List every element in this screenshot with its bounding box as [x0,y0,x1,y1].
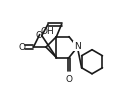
Text: O: O [66,75,72,84]
Text: N: N [74,42,81,51]
Text: O: O [36,31,43,40]
Text: O: O [19,43,26,52]
Text: OH: OH [40,27,54,36]
